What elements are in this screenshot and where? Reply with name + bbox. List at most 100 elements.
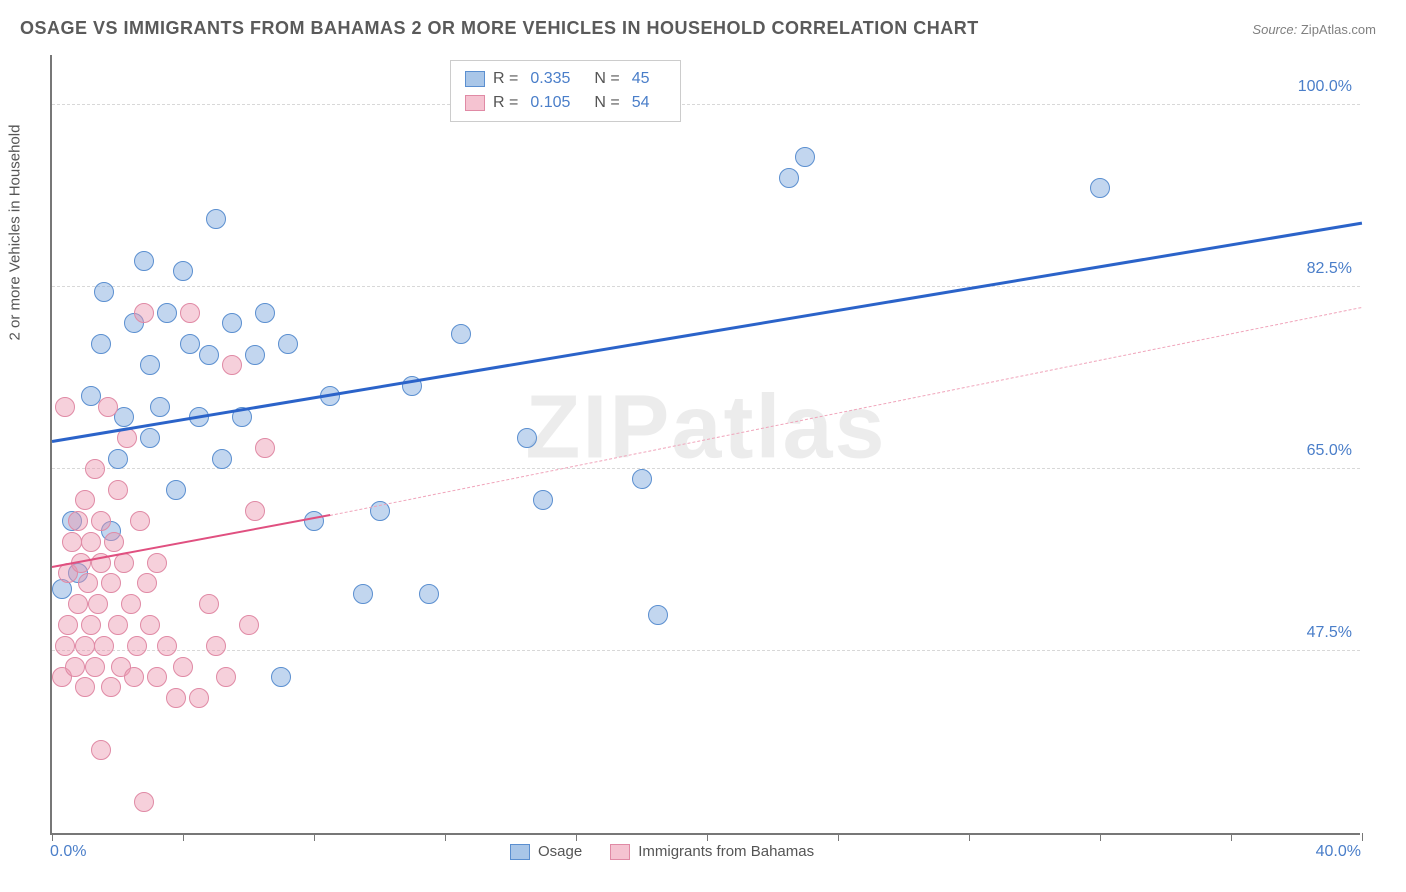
data-point (199, 345, 219, 365)
data-point (245, 501, 265, 521)
data-point (68, 511, 88, 531)
data-point (222, 313, 242, 333)
source-label: Source: (1252, 22, 1297, 37)
x-tick (183, 833, 184, 841)
data-point (353, 584, 373, 604)
data-point (91, 511, 111, 531)
correlation-chart: OSAGE VS IMMIGRANTS FROM BAHAMAS 2 OR MO… (0, 0, 1406, 892)
x-tick (1362, 833, 1363, 841)
data-point (127, 636, 147, 656)
data-point (62, 532, 82, 552)
legend-label: Immigrants from Bahamas (638, 843, 814, 860)
data-point (94, 636, 114, 656)
data-point (180, 303, 200, 323)
data-point (206, 209, 226, 229)
data-point (108, 480, 128, 500)
data-point (173, 657, 193, 677)
data-point (222, 355, 242, 375)
data-point (779, 168, 799, 188)
data-point (140, 615, 160, 635)
x-tick (1231, 833, 1232, 841)
data-point (134, 251, 154, 271)
data-point (75, 636, 95, 656)
data-point (199, 594, 219, 614)
legend-swatch (465, 95, 485, 111)
legend-r-label: R = (493, 67, 518, 91)
data-point (78, 573, 98, 593)
data-point (140, 428, 160, 448)
legend-swatch (610, 844, 630, 860)
x-tick (52, 833, 53, 841)
legend-row: R =0.105N =54 (465, 91, 666, 115)
data-point (55, 636, 75, 656)
data-point (533, 490, 553, 510)
data-point (81, 615, 101, 635)
data-point (147, 667, 167, 687)
legend-swatch (510, 844, 530, 860)
data-point (255, 303, 275, 323)
data-point (245, 345, 265, 365)
gridline (52, 650, 1360, 651)
data-point (81, 532, 101, 552)
x-tick (314, 833, 315, 841)
y-tick-label: 47.5% (1307, 624, 1352, 642)
data-point (157, 303, 177, 323)
data-point (173, 261, 193, 281)
data-point (88, 594, 108, 614)
x-axis-start-label: 0.0% (50, 843, 86, 861)
data-point (134, 792, 154, 812)
data-point (180, 334, 200, 354)
gridline (52, 104, 1360, 105)
data-point (108, 449, 128, 469)
data-point (91, 334, 111, 354)
data-point (419, 584, 439, 604)
legend-r-value: 0.105 (530, 91, 570, 115)
data-point (94, 282, 114, 302)
data-point (795, 147, 815, 167)
data-point (85, 459, 105, 479)
data-point (147, 553, 167, 573)
data-point (166, 480, 186, 500)
gridline (52, 286, 1360, 287)
chart-title: OSAGE VS IMMIGRANTS FROM BAHAMAS 2 OR MO… (20, 18, 979, 39)
data-point (239, 615, 259, 635)
y-tick-label: 82.5% (1307, 260, 1352, 278)
trend-line (330, 307, 1362, 516)
data-point (124, 667, 144, 687)
data-point (104, 532, 124, 552)
x-axis-end-label: 40.0% (1316, 843, 1361, 861)
x-tick (969, 833, 970, 841)
data-point (68, 594, 88, 614)
data-point (58, 615, 78, 635)
legend-n-label: N = (594, 67, 619, 91)
data-point (304, 511, 324, 531)
data-point (137, 573, 157, 593)
data-point (150, 397, 170, 417)
data-point (101, 677, 121, 697)
trend-line (52, 222, 1362, 443)
legend-label: Osage (538, 843, 582, 860)
data-point (98, 397, 118, 417)
series-legend: Osage Immigrants from Bahamas (510, 843, 814, 860)
data-point (65, 657, 85, 677)
data-point (632, 469, 652, 489)
data-point (55, 397, 75, 417)
data-point (130, 511, 150, 531)
data-point (75, 490, 95, 510)
data-point (166, 688, 186, 708)
y-tick-label: 100.0% (1298, 78, 1352, 96)
data-point (212, 449, 232, 469)
legend-item: Immigrants from Bahamas (610, 843, 814, 860)
data-point (206, 636, 226, 656)
data-point (101, 573, 121, 593)
y-tick-label: 65.0% (1307, 442, 1352, 460)
x-tick (707, 833, 708, 841)
legend-item: Osage (510, 843, 582, 860)
data-point (108, 615, 128, 635)
x-tick (1100, 833, 1101, 841)
plot-area: ZIPatlas 47.5%65.0%82.5%100.0% (50, 55, 1360, 835)
x-tick (576, 833, 577, 841)
data-point (648, 605, 668, 625)
legend-row: R =0.335N =45 (465, 67, 666, 91)
source-credit: Source: ZipAtlas.com (1252, 22, 1376, 37)
